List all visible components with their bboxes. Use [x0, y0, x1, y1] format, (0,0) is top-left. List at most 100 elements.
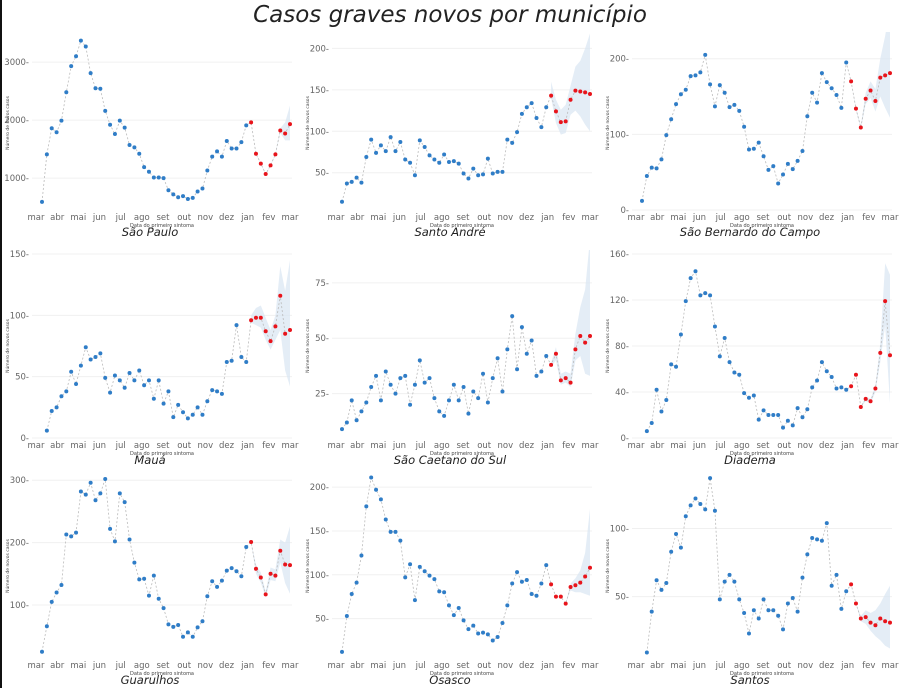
observed-point — [215, 149, 220, 154]
panel-title: Santos — [730, 673, 770, 687]
forecast-point — [258, 161, 263, 166]
forecast-point — [873, 386, 878, 391]
x-tick-label: fev — [562, 661, 575, 671]
y-tick-label: 0- — [621, 434, 629, 444]
observed-point — [732, 579, 737, 584]
observed-point — [790, 596, 795, 601]
forecast-point — [283, 331, 288, 336]
x-tick-label: mar — [882, 441, 899, 451]
observed-point — [742, 124, 747, 129]
observed-point — [640, 198, 644, 203]
x-tick-label: abr — [650, 213, 665, 223]
observed-point — [161, 606, 166, 611]
observed-point — [717, 597, 722, 602]
x-tick-label: abr — [350, 213, 365, 223]
forecast-point — [878, 350, 883, 355]
forecast-point — [249, 318, 254, 323]
forecast-point — [868, 88, 873, 93]
observed-point — [244, 359, 249, 364]
observed-point — [40, 199, 44, 204]
observed-point — [678, 545, 683, 550]
observed-point — [127, 370, 132, 375]
observed-point — [185, 196, 190, 201]
x-tick-label: abr — [50, 661, 65, 671]
forecast-point — [878, 75, 883, 80]
observed-point — [795, 406, 800, 411]
observed-point — [683, 299, 688, 304]
x-tick-label: out — [477, 441, 492, 451]
observed-point — [239, 140, 244, 145]
observed-point — [824, 369, 829, 374]
x-tick-label: mar — [328, 661, 345, 671]
observed-point — [403, 373, 408, 378]
y-axis-label: Número de novos casos — [604, 318, 611, 372]
observed-point — [239, 574, 244, 579]
observed-point — [117, 491, 122, 496]
forecast-point — [268, 571, 273, 576]
observed-point — [654, 578, 659, 583]
observed-point — [766, 608, 771, 613]
observed-point — [649, 609, 654, 614]
observed-point — [112, 539, 117, 544]
observed-point — [737, 372, 742, 377]
x-tick-label: set — [757, 661, 771, 671]
observed-point — [442, 590, 447, 595]
observed-point — [834, 93, 839, 98]
observed-point — [103, 375, 108, 380]
observed-point — [234, 323, 239, 328]
observed-point — [403, 575, 408, 580]
observed-point — [737, 597, 742, 602]
observed-point — [364, 504, 369, 509]
forecast-point — [583, 90, 588, 95]
observed-point — [127, 537, 132, 542]
x-tick-label: ago — [134, 661, 150, 671]
observed-point — [417, 358, 422, 363]
observed-point — [54, 405, 59, 410]
observed-point — [461, 385, 466, 390]
y-tick-label: 160- — [610, 250, 629, 260]
forecast-point — [888, 353, 892, 358]
observed-point — [93, 498, 98, 503]
observed-point — [490, 638, 495, 643]
observed-point — [398, 538, 403, 543]
observed-point — [200, 619, 205, 624]
x-tick-label: mai — [70, 661, 86, 671]
observed-point — [678, 332, 683, 337]
observed-point — [708, 293, 713, 298]
observed-point — [688, 503, 693, 508]
x-tick-label: dez — [819, 441, 835, 451]
observed-point — [378, 497, 383, 502]
forecast-point — [883, 619, 888, 624]
observed-point — [117, 118, 122, 123]
y-tick-label: 200- — [610, 55, 629, 65]
x-tick-label: jan — [240, 661, 254, 671]
x-tick-label: jan — [240, 213, 254, 223]
observed-point — [88, 480, 93, 485]
observed-point — [698, 293, 703, 298]
x-tick-label: out — [477, 213, 492, 223]
observed-point — [69, 369, 74, 374]
x-tick-label: mar — [582, 661, 599, 671]
observed-point — [510, 314, 515, 319]
observed-point — [417, 564, 422, 569]
observed-point — [674, 364, 679, 369]
observed-point — [534, 116, 539, 121]
observed-point — [476, 396, 481, 401]
observed-point — [451, 159, 456, 164]
x-tick-label: nov — [498, 661, 514, 671]
observed-point — [544, 105, 549, 110]
x-tick-label: set — [157, 661, 171, 671]
y-tick-label: 40- — [615, 388, 629, 398]
observed-point — [408, 402, 413, 407]
x-tick-label: mar — [28, 213, 45, 223]
observed-point — [654, 387, 659, 392]
observed-point — [451, 382, 456, 387]
observed-point — [422, 380, 427, 385]
observed-point — [703, 52, 708, 57]
confidence-band — [551, 250, 590, 388]
observed-point — [742, 611, 747, 616]
observed-point — [122, 385, 127, 390]
observed-point — [829, 375, 834, 380]
x-tick-label: set — [157, 213, 171, 223]
observed-point — [59, 394, 64, 399]
